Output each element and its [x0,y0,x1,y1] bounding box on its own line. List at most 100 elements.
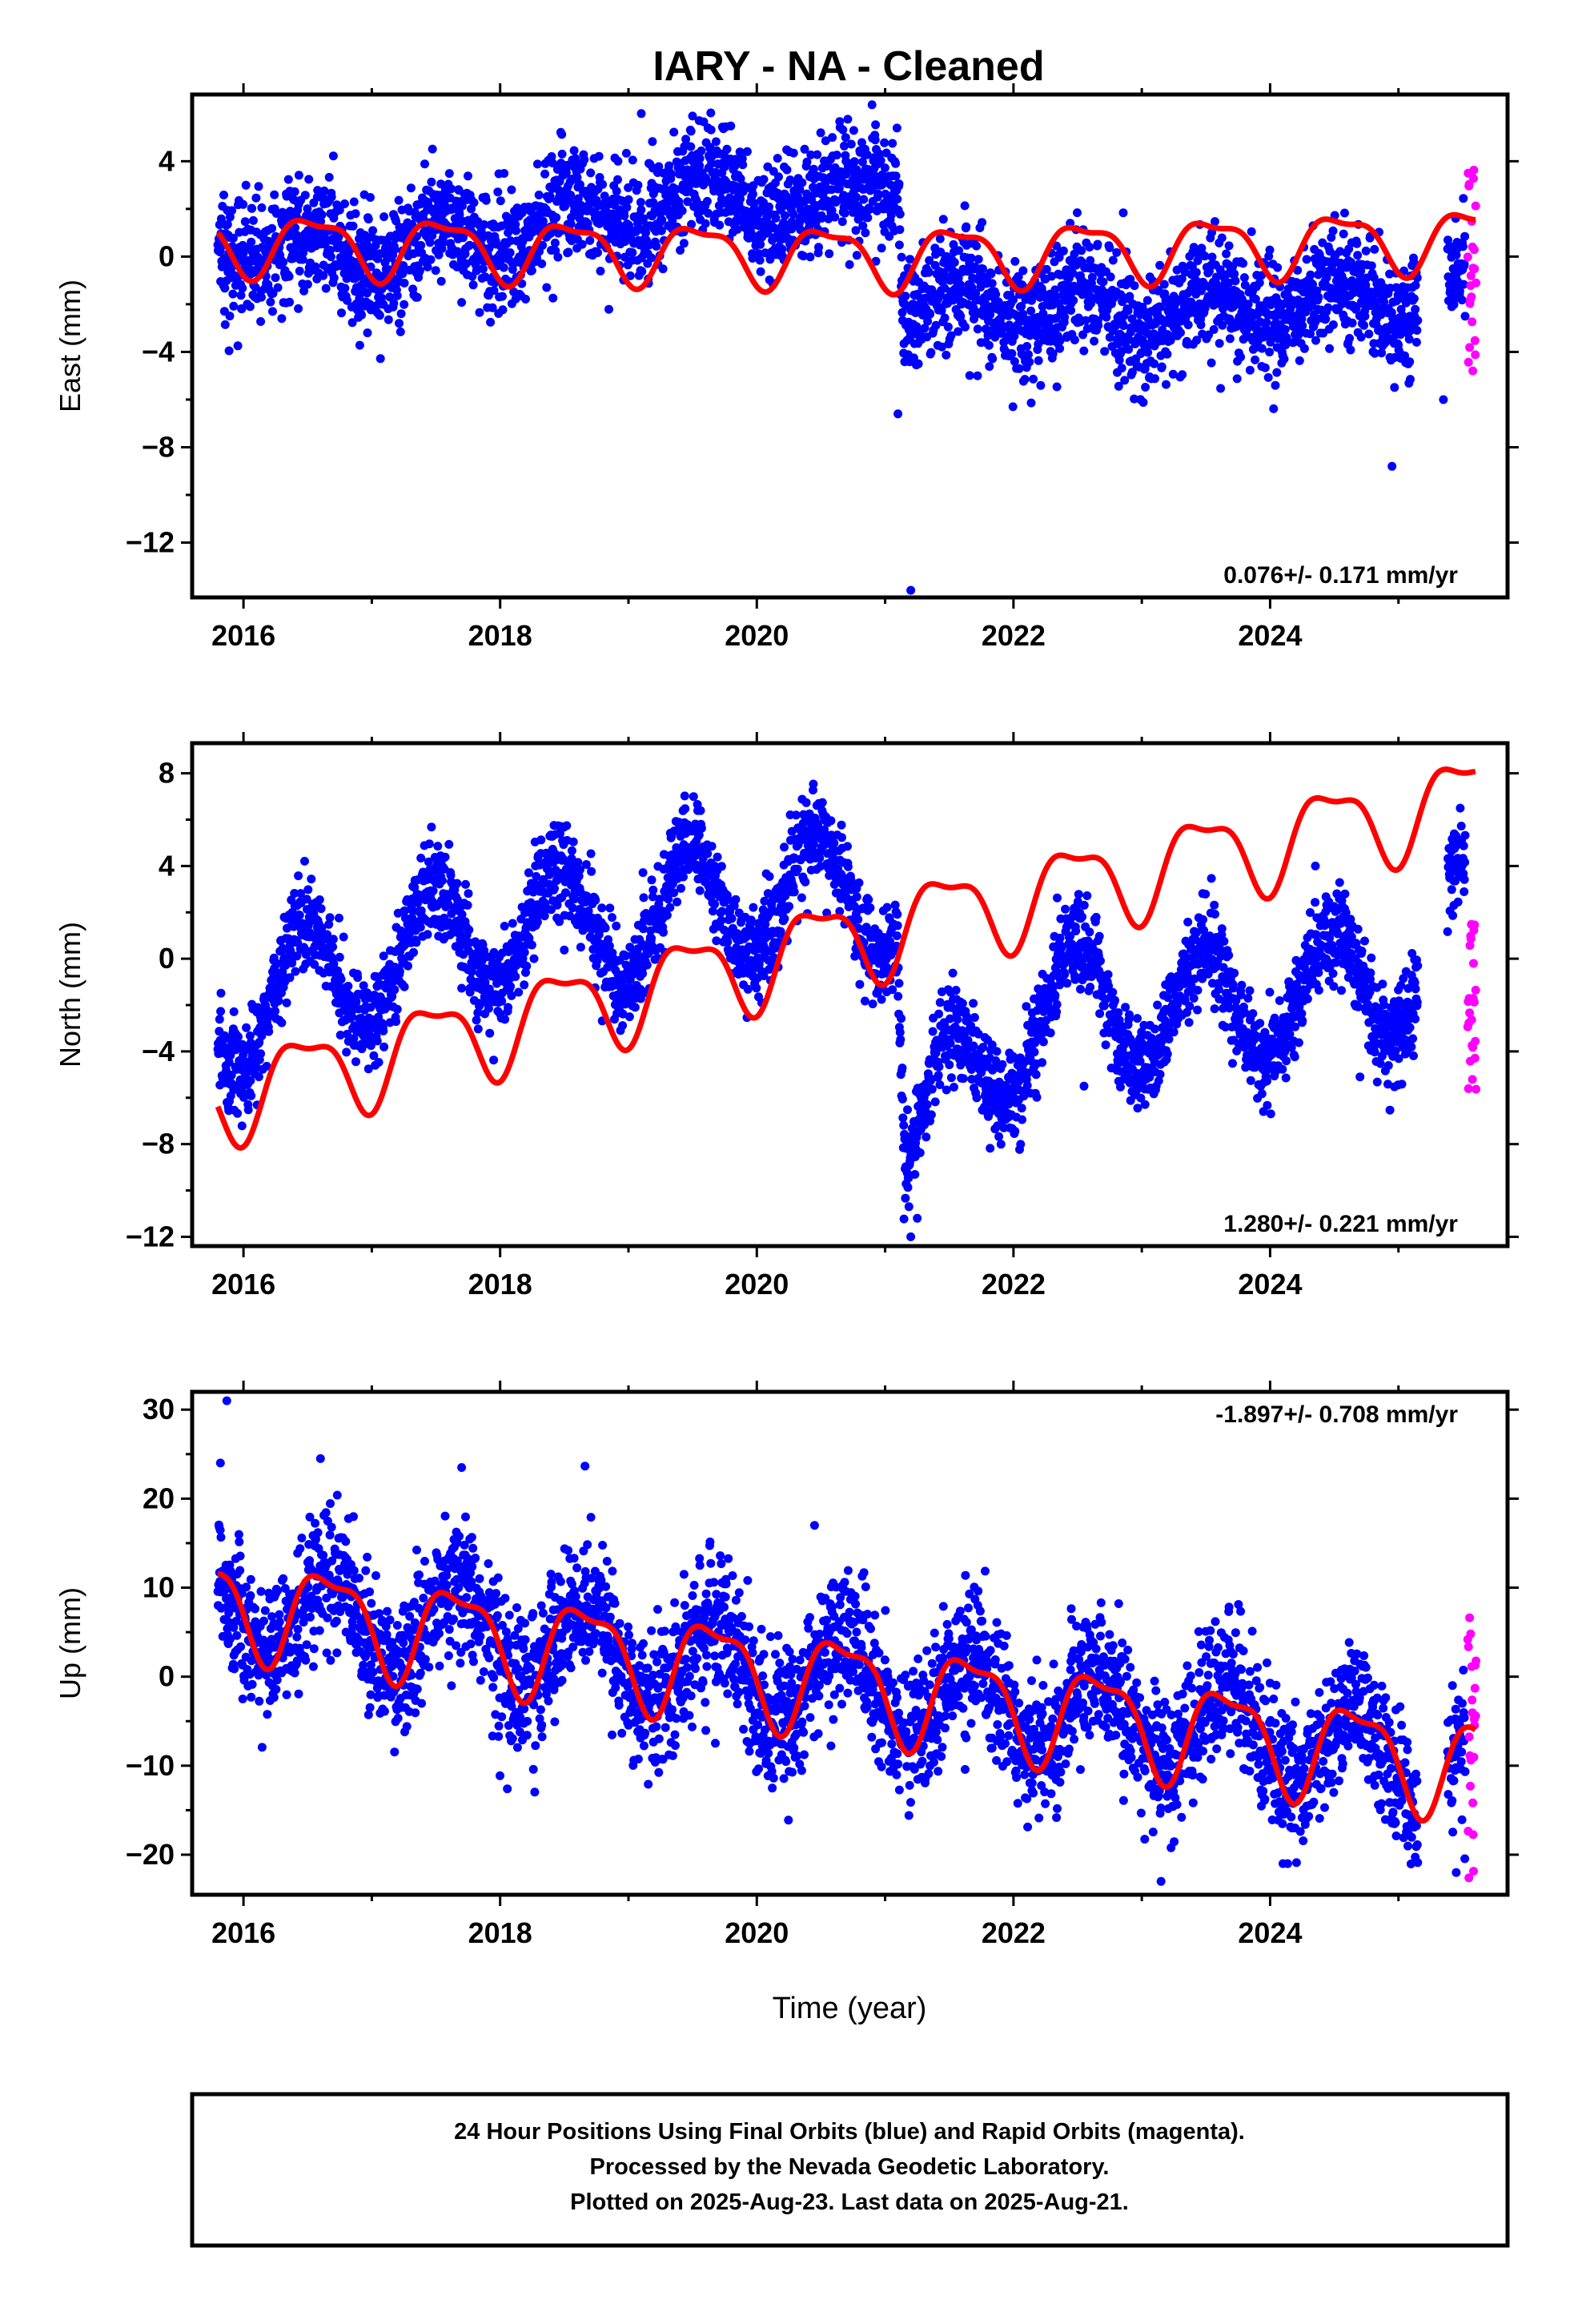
final-orbit-point [1281,340,1291,350]
final-orbit-point [369,1051,379,1060]
final-orbit-point [1279,354,1289,364]
final-orbit-point [1160,289,1170,299]
final-orbit-point [669,127,679,137]
final-orbit-point [472,266,481,275]
final-orbit-point [942,350,951,360]
final-orbit-point [1232,374,1242,384]
final-orbit-point [1346,345,1355,355]
final-orbit-point [704,208,713,218]
final-orbit-point [753,919,763,928]
final-orbit-point [329,273,339,283]
final-orbit-point [328,151,338,161]
final-orbit-point [1162,380,1170,389]
final-orbit-point [363,328,372,338]
final-orbit-point [522,961,532,971]
final-orbit-point [237,1121,247,1131]
final-orbit-point [461,879,470,889]
final-orbit-point [553,252,563,262]
final-orbit-point [420,159,429,169]
final-orbit-point [873,189,883,199]
final-orbit-point [722,891,732,900]
final-orbit-point [270,190,279,199]
final-orbit-point [392,1004,402,1014]
final-orbit-point [223,219,232,229]
final-orbit-point [398,269,408,279]
final-orbit-point [677,883,685,893]
final-orbit-point [514,987,524,997]
final-orbit-point [715,220,725,230]
final-orbit-point [920,324,930,333]
final-orbit-point [1157,362,1166,372]
final-orbit-point [894,179,904,189]
final-orbit-point [1460,312,1470,321]
final-orbit-point [1085,243,1094,252]
final-orbit-point [220,283,230,293]
final-orbit-point [444,169,454,179]
final-orbit-point [717,915,726,925]
final-orbit-point [436,276,446,286]
rapid-orbit-point [1466,271,1476,280]
final-orbit-point [636,205,646,215]
final-orbit-point [485,1028,495,1038]
final-orbit-point [229,301,239,311]
final-orbit-point [548,293,558,303]
final-orbit-point [1014,272,1023,282]
final-orbit-point [468,280,478,290]
final-orbit-point [395,319,404,328]
final-orbit-point [319,186,329,195]
final-orbit-point [560,945,569,955]
final-orbit-point [268,288,278,298]
final-orbit-point [849,157,859,167]
final-orbit-point [340,283,350,293]
final-orbit-point [805,252,815,262]
final-orbit-point [1010,356,1019,366]
final-orbit-point [257,203,267,212]
final-orbit-point [586,849,596,858]
final-orbit-point [877,243,886,253]
final-orbit-point [1200,251,1210,261]
final-orbit-point [1155,260,1165,270]
final-orbit-point [777,244,787,254]
final-orbit-point [416,923,425,932]
final-orbit-point [1327,260,1337,270]
final-orbit-point [913,359,923,368]
final-orbit-point [1265,245,1275,255]
final-orbit-point [428,231,437,240]
final-orbit-point [710,899,720,909]
final-orbit-point [760,896,769,906]
final-orbit-point [245,302,255,312]
final-orbit-point [782,165,792,175]
final-orbit-point [895,225,905,235]
final-orbit-point [234,1032,243,1042]
final-orbit-point [961,322,970,332]
final-orbit-point [227,206,237,215]
final-orbit-point [748,189,757,199]
final-orbit-point [689,792,698,802]
final-orbit-point [1359,320,1369,330]
final-orbit-point [1260,363,1270,372]
final-orbit-point [537,259,547,268]
final-orbit-point [1168,369,1178,379]
final-orbit-point [1081,316,1090,325]
final-orbit-point [687,219,697,229]
final-orbit-point [484,243,494,253]
y-tick-label: 4 [159,144,175,177]
final-orbit-point [695,154,705,163]
rapid-orbit-point [1472,278,1481,287]
final-orbit-point [357,310,367,320]
final-orbit-point [294,871,303,881]
final-orbit-point [717,907,727,916]
final-orbit-point [1102,312,1111,322]
final-orbit-point [247,203,257,213]
x-tick-label: 2018 [468,619,532,652]
final-orbit-point [245,1031,255,1040]
final-orbit-point [971,288,981,298]
final-orbit-point [389,299,399,308]
final-orbit-point [463,900,472,910]
final-orbit-point [581,860,591,869]
final-orbit-point [821,136,830,146]
final-orbit-point [1125,292,1134,301]
final-orbit-point [216,1007,226,1016]
final-orbit-point [552,213,561,223]
final-orbit-point [688,111,697,121]
